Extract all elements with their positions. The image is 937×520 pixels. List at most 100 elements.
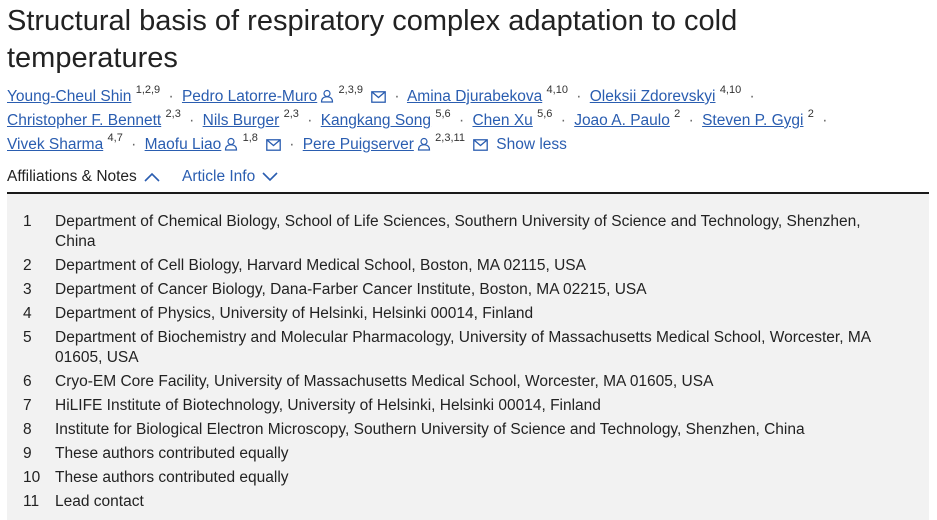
author-affiliation-superscript: 4,10 [719, 83, 742, 96]
author-affiliation-superscript: 4,10 [546, 83, 568, 96]
affiliation-text: Department of Chemical Biology, School o… [55, 213, 861, 250]
affiliation-number: 2 [23, 257, 32, 274]
author-name-link[interactable]: Pere Puigserver [302, 136, 414, 153]
affiliation-row: 3 Department of Cancer Biology, Dana-Farb… [7, 280, 929, 300]
author-separator: · [576, 88, 582, 105]
tab-affiliations-label: Affiliations & Notes [7, 168, 137, 185]
author-item: Kangkang Song 5,6 [320, 108, 451, 129]
author-affiliation-superscript: 2,3 [283, 107, 299, 120]
author-item: Amina Djurabekova 4,10 [406, 84, 568, 105]
affiliation-row: 6 Cryo-EM Core Facility, University of Ma… [7, 372, 929, 392]
affiliation-text: HiLIFE Institute of Biotechnology, Unive… [55, 397, 601, 414]
author-list: Young-Cheul Shin 1,2,9 · Pedro Latorre-M… [7, 83, 932, 157]
author-separator: · [822, 112, 828, 129]
affiliation-number: 5 [23, 329, 32, 346]
author-separator: · [394, 88, 400, 105]
author-affiliation-superscript: 2 [674, 107, 681, 120]
affiliation-row: 4 Department of Physics, University of He… [7, 304, 929, 324]
affiliation-number: 4 [23, 305, 32, 322]
author-item: Steven P. Gygi 2 [702, 108, 814, 129]
tab-bar: Affiliations & Notes Article Info [7, 164, 929, 194]
author-separator: · [131, 136, 137, 153]
affiliation-text: Department of Cancer Biology, Dana-Farbe… [55, 281, 647, 298]
affiliation-row: 8 Institute for Biological Electron Micro… [7, 420, 929, 440]
author-affiliation-superscript: 1,2,9 [135, 83, 161, 96]
author-item: Nils Burger 2,3 [202, 108, 299, 129]
author-affiliation-superscript: 1,8 [242, 131, 258, 144]
tab-article-info-label: Article Info [182, 168, 256, 185]
author-separator: · [289, 136, 295, 153]
affiliation-row: 11 Lead contact [7, 492, 929, 512]
chevron-down-icon [262, 172, 278, 182]
affiliation-text: Department of Physics, University of Hel… [55, 305, 534, 322]
author-item: Joao A. Paulo 2 [574, 108, 680, 129]
show-less-link[interactable]: Show less [496, 136, 567, 153]
affiliation-text: Cryo-EM Core Facility, University of Mas… [55, 373, 714, 390]
affiliation-number: 7 [23, 397, 32, 414]
author-affiliation-superscript: 2,3,11 [435, 131, 465, 144]
person-icon[interactable] [417, 137, 431, 151]
affiliation-text: Lead contact [55, 493, 144, 510]
affiliation-text: These authors contributed equally [55, 445, 289, 462]
author-name-link[interactable]: Steven P. Gygi [702, 112, 804, 129]
affiliations-list: 1 Department of Chemical Biology, School … [7, 212, 929, 516]
affiliation-row: 5 Department of Biochemistry and Molecula… [7, 328, 929, 368]
author-item: Chen Xu 5,6 [472, 108, 552, 129]
affiliation-number: 11 [23, 493, 40, 510]
author-item: Oleksii Zdorevskyi 4,10 [589, 84, 741, 105]
tab-affiliations-notes[interactable]: Affiliations & Notes [7, 168, 160, 186]
author-separator: · [307, 112, 313, 129]
affiliation-text: Institute for Biological Electron Micros… [55, 421, 805, 438]
author-name-link[interactable]: Vivek Sharma [7, 136, 104, 153]
author-item: Vivek Sharma 4,7 [7, 132, 123, 153]
affiliation-number: 1 [23, 213, 32, 230]
author-affiliation-superscript: 5,6 [435, 107, 451, 120]
affiliation-number: 6 [23, 373, 32, 390]
affiliation-number: 9 [23, 445, 32, 462]
mail-icon[interactable] [371, 91, 386, 103]
affiliation-row: 10 These authors contributed equally [7, 468, 929, 488]
mail-icon[interactable] [473, 139, 488, 151]
author-separator: · [688, 112, 694, 129]
affiliation-number: 3 [23, 281, 32, 298]
author-item: Christopher F. Bennett 2,3 [7, 108, 181, 129]
author-separator: · [189, 112, 195, 129]
affiliation-text: Department of Cell Biology, Harvard Medi… [55, 257, 586, 274]
mail-icon[interactable] [266, 139, 281, 151]
affiliation-row: 9 These authors contributed equally [7, 444, 929, 464]
author-item: Maofu Liao 1,8 [144, 132, 281, 153]
author-name-link[interactable]: Pedro Latorre-Muro [181, 88, 318, 105]
author-separator: · [749, 88, 755, 105]
affiliation-number: 10 [23, 469, 41, 486]
affiliation-text: Department of Biochemistry and Molecular… [55, 329, 871, 366]
affiliation-text: These authors contributed equally [55, 469, 289, 486]
article-title: Structural basis of respiratory complex … [7, 5, 738, 74]
tab-article-info[interactable]: Article Info [182, 168, 278, 186]
person-icon[interactable] [320, 89, 334, 103]
author-name-link[interactable]: Joao A. Paulo [574, 112, 670, 129]
affiliation-number: 8 [23, 421, 32, 438]
person-icon[interactable] [224, 137, 238, 151]
author-name-link[interactable]: Kangkang Song [320, 112, 432, 129]
author-affiliation-superscript: 2,3 [165, 107, 181, 120]
affiliation-row: 2 Department of Cell Biology, Harvard Med… [7, 256, 929, 276]
author-name-link[interactable]: Christopher F. Bennett [7, 112, 162, 129]
author-affiliation-superscript: 2,3,9 [338, 83, 364, 96]
author-name-link[interactable]: Oleksii Zdorevskyi [589, 88, 716, 105]
author-name-link[interactable]: Amina Djurabekova [406, 88, 543, 105]
author-affiliation-superscript: 4,7 [107, 131, 123, 144]
author-name-link[interactable]: Young-Cheul Shin [7, 88, 132, 105]
author-item: Pere Puigserver 2,3,11 [302, 132, 488, 153]
author-affiliation-superscript: 2 [807, 107, 814, 120]
author-separator: · [168, 88, 174, 105]
author-separator: · [560, 112, 566, 129]
author-item: Pedro Latorre-Muro 2,3,9 [181, 84, 386, 105]
author-name-link[interactable]: Nils Burger [202, 112, 280, 129]
chevron-up-icon [144, 172, 160, 182]
author-name-link[interactable]: Chen Xu [472, 112, 533, 129]
affiliations-panel: 1 Department of Chemical Biology, School … [7, 194, 929, 520]
affiliation-row: 7 HiLIFE Institute of Biotechnology, Univ… [7, 396, 929, 416]
author-name-link[interactable]: Maofu Liao [144, 136, 222, 153]
affiliation-row: 1 Department of Chemical Biology, School … [7, 212, 929, 252]
author-affiliation-superscript: 5,6 [537, 107, 553, 120]
